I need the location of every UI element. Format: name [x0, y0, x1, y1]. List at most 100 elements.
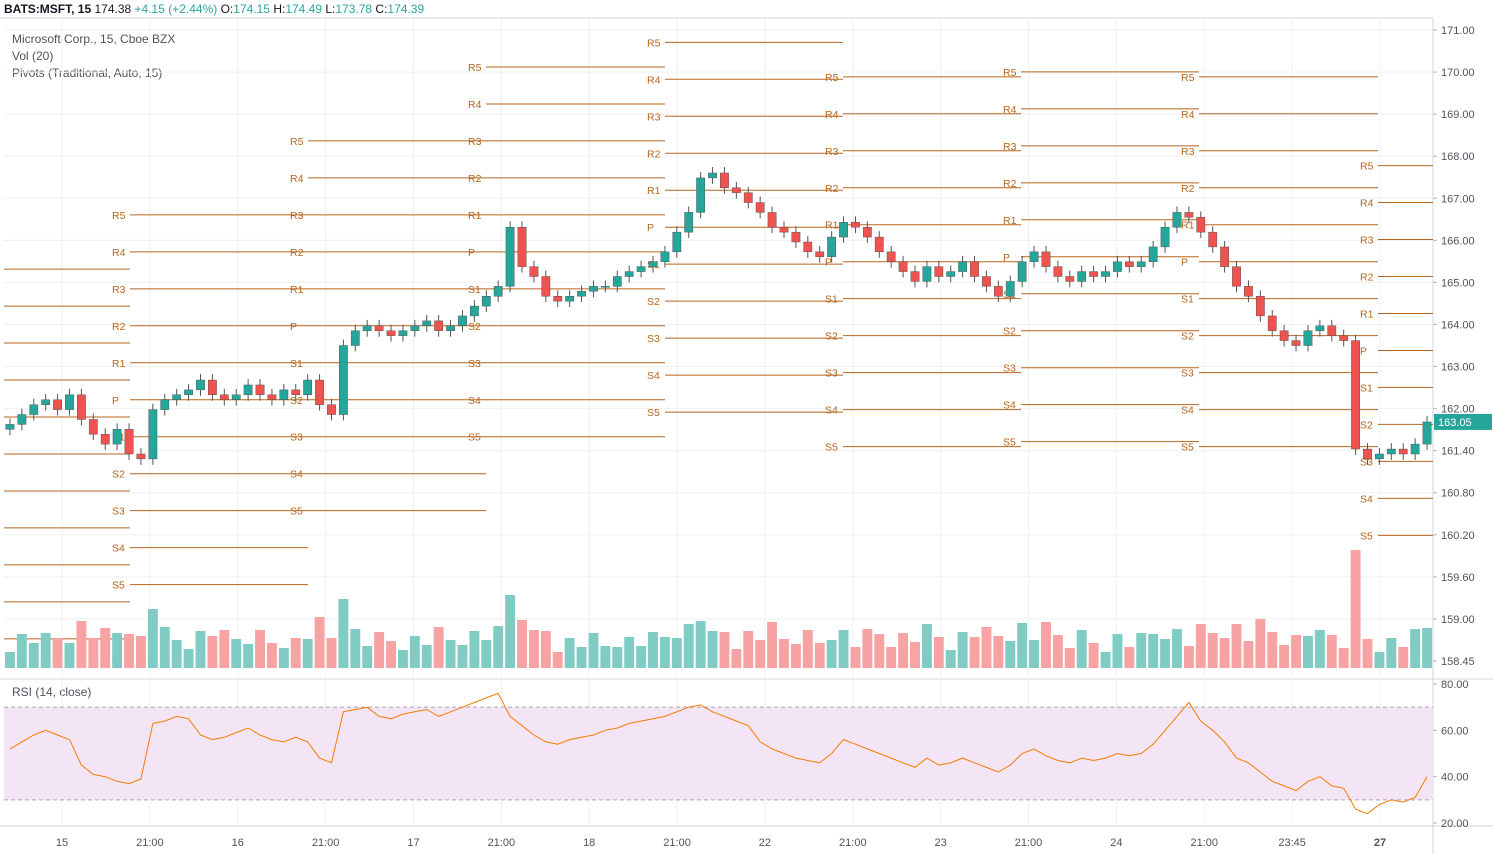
pivot-label: S2 [468, 321, 481, 333]
volume-bar [707, 631, 718, 668]
volume-bar [207, 636, 218, 668]
volume-bar [1195, 624, 1206, 668]
candle-body [791, 231, 801, 243]
volume-bar [600, 646, 611, 668]
pivot-label: R3 [112, 284, 126, 296]
rsi-tick-label: 60.00 [1441, 725, 1469, 737]
time-tick-label: 18 [583, 837, 595, 849]
last-price-tag-bg [1434, 413, 1492, 430]
volume-bar [1243, 641, 1254, 668]
candle-body [589, 286, 598, 292]
candle-body [136, 453, 146, 460]
volume-legend[interactable]: Vol (20) [12, 49, 54, 63]
volume-bar [1255, 619, 1266, 668]
pivot-label: R1 [647, 185, 661, 197]
volume-bar [862, 629, 873, 668]
symbol-name[interactable]: BATS:MSFT, 15 [4, 2, 92, 16]
pivot-label: S2 [1181, 331, 1194, 343]
pivot-label: R2 [112, 321, 126, 333]
candle-body [815, 251, 825, 257]
pivots-legend[interactable]: Pivots (Traditional, Auto, 15) [12, 66, 163, 80]
volume-bar [1422, 628, 1432, 668]
pivot-label: R4 [825, 109, 839, 121]
volume-bar [266, 643, 277, 668]
rsi-line [9, 692, 1428, 815]
candle-body [243, 384, 253, 396]
candle-body [1279, 330, 1289, 341]
volume-bar [338, 599, 349, 668]
pivot-label: S2 [1003, 326, 1016, 338]
candle-body [601, 286, 610, 288]
pivot-label: R3 [468, 136, 482, 148]
candle-body [1315, 325, 1325, 331]
pivot-label: R2 [1003, 178, 1017, 190]
volume-bar [88, 638, 99, 668]
pivot-label: R3 [1003, 141, 1017, 153]
pivot-label: S5 [290, 506, 303, 518]
volume-bar [1148, 634, 1159, 668]
candle-body [993, 286, 1003, 297]
main-series-legend[interactable]: Microsoft Corp., 15, Cboe BZX [12, 32, 176, 46]
symbol-header: BATS:MSFT, 15 174.38 +4.15 (+2.44%) O:17… [4, 2, 424, 16]
pivot-label: R5 [1181, 72, 1195, 84]
pivot-label: R2 [1360, 272, 1374, 284]
candle-body [767, 212, 777, 228]
volume-bar [481, 640, 492, 668]
pivot-label: R4 [290, 173, 304, 185]
candle-body [493, 286, 503, 297]
pivot-label: S5 [468, 432, 481, 444]
candle-body [946, 271, 956, 277]
volume-bar [421, 645, 432, 668]
pivot-label: R1 [1360, 308, 1374, 320]
volume-bar [731, 649, 742, 668]
pivot-label: R3 [290, 210, 304, 222]
volume-bar [1172, 629, 1182, 668]
candle-body [553, 296, 563, 302]
volume-bar [1207, 633, 1218, 668]
pivot-label: R4 [647, 74, 661, 86]
pivot-label: R1 [1181, 220, 1195, 232]
price-tick-label: 160.80 [1441, 488, 1475, 500]
volume-bar [755, 640, 766, 668]
candle-body [1339, 335, 1349, 341]
volume-bar [278, 648, 289, 668]
candle-body [1351, 340, 1360, 450]
volume-bar [147, 609, 158, 668]
candle-body [112, 429, 122, 445]
volume-bar [326, 638, 337, 668]
last-price-tag: 163.05 [1438, 417, 1472, 429]
candle-body [624, 271, 634, 277]
candle-body [339, 345, 348, 415]
candle-body [458, 315, 467, 327]
time-tick-label: 15 [56, 837, 68, 849]
candle-body [851, 222, 860, 228]
candle-body [541, 276, 551, 297]
candle-body [529, 266, 539, 277]
pivot-label: S2 [112, 469, 125, 481]
candle-body [1208, 231, 1218, 248]
pivot-label: S3 [290, 432, 303, 444]
volume-bar [1219, 638, 1230, 668]
price-tick-label: 168.00 [1441, 151, 1475, 163]
volume-bar [171, 640, 182, 668]
candle-body [1124, 261, 1134, 267]
pivot-label: R4 [1181, 109, 1195, 121]
volume-bar [1124, 647, 1135, 668]
rsi-legend[interactable]: RSI (14, close) [12, 685, 92, 699]
low-value: 173.78 [335, 2, 373, 16]
candle-body [1053, 266, 1063, 277]
candle-body [779, 226, 789, 233]
price-tick-label: 165.00 [1441, 277, 1475, 289]
time-tick-label: 24 [1110, 837, 1122, 849]
candle-body [1386, 448, 1396, 455]
volume-bar [1017, 623, 1028, 668]
volume-bar [957, 632, 968, 668]
candle-body [708, 172, 717, 179]
candle-body [922, 266, 932, 282]
candle-body [1017, 261, 1027, 282]
candle-body [720, 172, 729, 188]
candle-body [315, 379, 324, 405]
volume-bar [981, 627, 992, 668]
volume-bar [231, 639, 242, 668]
